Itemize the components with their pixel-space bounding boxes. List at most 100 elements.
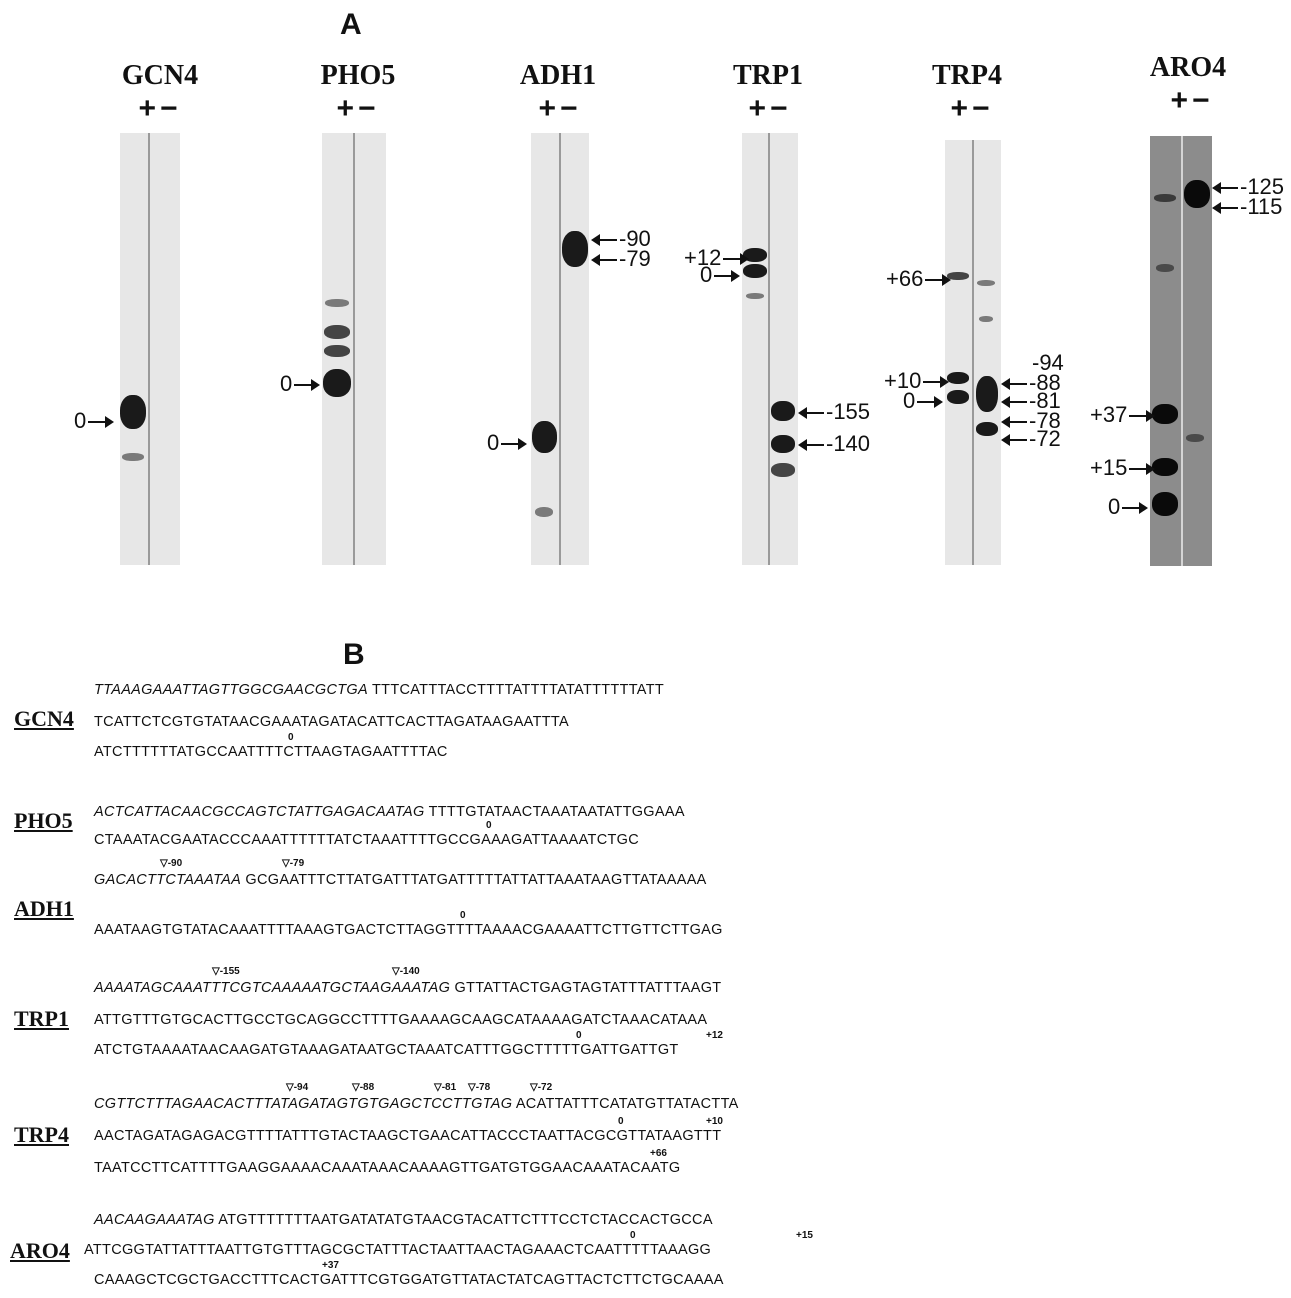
pos-trp1-plus12: +12	[706, 1030, 723, 1041]
pos-trp4-minus94: ▽-94	[286, 1082, 309, 1093]
pos-trp4-plus10: +10	[706, 1116, 723, 1127]
band	[976, 422, 998, 436]
band	[1156, 264, 1174, 272]
gel-plus-minus-trp1: +−	[748, 92, 792, 125]
gel-lane-gcn4	[120, 133, 180, 565]
seq-adh1-line2: AAATAAGTGTATACAAATTTTAAAGTGACTCTTAGGTTTT…	[94, 922, 723, 938]
marker-trp1-0: 0	[700, 264, 741, 286]
marker-trp4-minus72: -72	[1001, 428, 1061, 450]
gel-title-pho5: PHO5	[320, 60, 396, 91]
gel-title-trp1: TRP1	[733, 60, 803, 91]
pos-gcn4-0: 0	[288, 732, 294, 743]
band	[771, 463, 795, 477]
marker-gcn4-0: 0	[74, 410, 115, 432]
gel-plus-minus-adh1: +−	[538, 92, 582, 125]
marker-trp4-plus10: +10	[884, 370, 950, 392]
seq-gene-trp4: TRP4	[14, 1122, 69, 1147]
seq-trp4-line2: AACTAGATAGAGACGTTTTATTTGTACTAAGCTGAACATT…	[94, 1128, 722, 1144]
seq-gcn4-line3: ATCTTTTTTATGCCAATTTTCTTAAGTAGAATTTTAC	[94, 744, 448, 760]
gel-lane-aro4	[1150, 136, 1212, 566]
gel-lane-trp4	[945, 140, 1001, 565]
pos-trp4-minus72: ▽-72	[530, 1082, 553, 1093]
gel-plus-minus-pho5: +−	[336, 92, 380, 125]
band	[324, 345, 350, 357]
pos-aro4-plus15: +15	[796, 1230, 813, 1241]
seq-gcn4-line2: TCATTCTCGTGTATAACGAAATAGATACATTCACTTAGAT…	[94, 714, 569, 730]
marker-aro4-minus125: -125	[1212, 176, 1284, 198]
band	[323, 369, 351, 397]
band	[532, 421, 557, 453]
pos-pho5-0: 0	[486, 820, 492, 831]
gel-plus-minus-trp4: +−	[950, 92, 994, 125]
seq-pho5-line1: ACTCATTACAACGCCAGTCTATTGAGACAATAG TTTTGT…	[94, 804, 685, 820]
gel-lane-pho5	[322, 133, 386, 565]
marker-trp4-minus88: -88	[1001, 372, 1061, 394]
pos-adh1-0: 0	[460, 910, 466, 921]
band	[122, 453, 144, 461]
marker-trp1-plus12: +12	[684, 247, 750, 269]
seq-gene-pho5: PHO5	[14, 808, 73, 833]
pos-trp1-minus140: ▽-140	[392, 966, 420, 977]
seq-gcn4-line1: TTAAAGAAATTAGTTGGCGAACGCTGA TTTCATTTACCT…	[94, 682, 665, 698]
seq-gene-aro4: ARO4	[10, 1238, 70, 1263]
panel-b-label: B	[343, 638, 365, 671]
marker-aro4-minus115: -115	[1212, 196, 1282, 218]
gel-lane-trp1	[742, 133, 798, 565]
band	[1184, 180, 1210, 208]
marker-aro4-plus15: +15	[1090, 457, 1156, 479]
seq-aro4-line1: AACAAGAAATAG ATGTTTTTTTAATGATATATGTAACGT…	[94, 1212, 713, 1228]
seq-adh1-line1: GACACTTCTAAATAA GCGAATTTCTTATGATTTATGATT…	[94, 872, 707, 888]
marker-adh1-minus79: -79	[591, 248, 651, 270]
band	[1152, 492, 1178, 516]
pos-adh1-minus79: ▽-79	[282, 858, 305, 869]
marker-trp4-0: 0	[903, 390, 944, 412]
band	[947, 372, 969, 384]
band	[324, 325, 350, 339]
pos-trp1-minus155: ▽-155	[212, 966, 240, 977]
band	[1154, 194, 1176, 202]
band	[1186, 434, 1204, 442]
marker-aro4-0: 0	[1108, 496, 1149, 518]
seq-trp1-line1: AAAATAGCAAATTTCGTCAAAAATGCTAAGAAATAG GTT…	[94, 980, 722, 996]
band	[562, 231, 588, 267]
band	[947, 390, 969, 404]
marker-trp4-minus81: -81	[1001, 390, 1061, 412]
pos-trp1-0: 0	[576, 1030, 582, 1041]
band	[977, 280, 995, 286]
band	[746, 293, 764, 299]
marker-adh1-minus90: -90	[591, 228, 651, 250]
gel-plus-minus-aro4: +−	[1170, 84, 1214, 117]
pos-trp4-minus88: ▽-88	[352, 1082, 375, 1093]
band	[325, 299, 349, 307]
band	[771, 401, 795, 421]
marker-pho5-0: 0	[280, 373, 321, 395]
marker-trp4-plus66: +66	[886, 268, 952, 290]
gel-plus-minus-gcn4: +−	[138, 92, 182, 125]
seq-trp4-line1: CGTTCTTTAGAACACTTTATAGATAGTGTGAGCTCCTTGT…	[94, 1096, 739, 1112]
seq-trp1-line3: ATCTGTAAAATAACAAGATGTAAAGATAATGCTAAATCAT…	[94, 1042, 679, 1058]
gel-title-adh1: ADH1	[519, 60, 597, 91]
band	[1152, 458, 1178, 476]
seq-gene-adh1: ADH1	[14, 896, 74, 921]
band	[947, 272, 969, 280]
seq-gene-gcn4: GCN4	[14, 706, 74, 731]
gel-title-gcn4: GCN4	[121, 60, 199, 91]
seq-pho5-line2: CTAAATACGAATACCCAAATTTTTTATCTAAATTTTGCCG…	[94, 832, 639, 848]
seq-aro4-line2: ATTCGGTATTATTTAATTGTGTTTAGCGCTATTTACTAAT…	[84, 1242, 712, 1258]
pos-trp4-plus66: +66	[650, 1148, 667, 1159]
gel-title-aro4: ARO4	[1149, 52, 1227, 83]
pos-aro4-plus37: +37	[322, 1260, 339, 1271]
marker-trp4-minus94: -94	[1032, 350, 1064, 375]
pos-trp4-minus78: ▽-78	[468, 1082, 491, 1093]
marker-adh1-0: 0	[487, 432, 528, 454]
band	[743, 264, 767, 278]
band	[1152, 404, 1178, 424]
pos-adh1-minus90: ▽-90	[160, 858, 183, 869]
marker-trp1-minus155: -155	[798, 401, 870, 423]
pos-aro4-0: 0	[630, 1230, 636, 1241]
marker-trp1-minus140: -140	[798, 433, 870, 455]
band	[771, 435, 795, 453]
seq-aro4-line3: CAAAGCTCGCTGACCTTTCACTGATTTCGTGGATGTTATA…	[94, 1272, 724, 1288]
panel-a-label: A	[340, 8, 362, 41]
pos-trp4-0: 0	[618, 1116, 624, 1127]
